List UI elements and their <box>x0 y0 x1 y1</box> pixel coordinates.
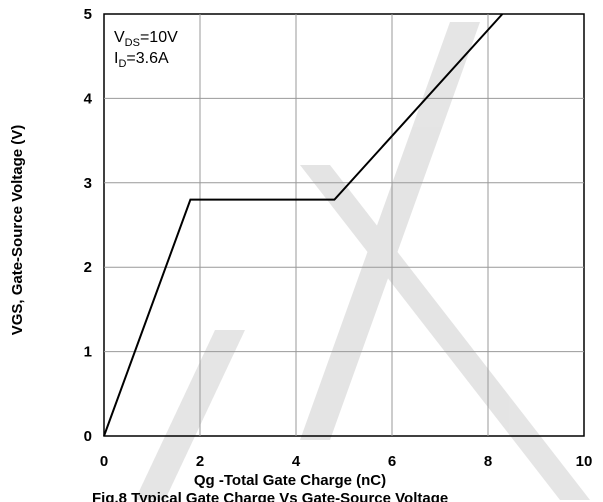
y-tick-label: 0 <box>84 428 92 445</box>
y-axis-label: VGS, Gate-Source Voltage (V) <box>9 125 26 336</box>
annotation-id: ID=3.6A <box>114 50 169 70</box>
grid-lines <box>104 14 584 436</box>
y-tick-label: 1 <box>84 344 92 361</box>
x-tick-labels: 0 2 4 6 8 10 <box>100 453 593 470</box>
x-tick-label: 0 <box>100 453 108 470</box>
annotation-vds: VDS=10V <box>114 29 178 49</box>
series-line <box>103 13 504 437</box>
y-tick-label: 2 <box>84 259 92 276</box>
x-axis-label: Qg -Total Gate Charge (nC) <box>194 472 386 489</box>
series-group <box>103 13 504 437</box>
x-tick-label: 10 <box>576 453 593 470</box>
y-tick-label: 4 <box>84 90 93 107</box>
figure-caption: Fig.8 Typical Gate Charge Vs Gate-Source… <box>92 490 448 502</box>
watermark <box>135 22 590 500</box>
y-tick-label: 5 <box>84 6 92 23</box>
plot-area <box>103 13 585 437</box>
x-tick-label: 2 <box>196 453 204 470</box>
x-tick-label: 6 <box>388 453 396 470</box>
y-tick-labels: 0 1 2 3 4 5 <box>84 6 93 445</box>
x-tick-label: 4 <box>292 453 301 470</box>
y-tick-label: 3 <box>84 175 92 192</box>
x-tick-label: 8 <box>484 453 492 470</box>
